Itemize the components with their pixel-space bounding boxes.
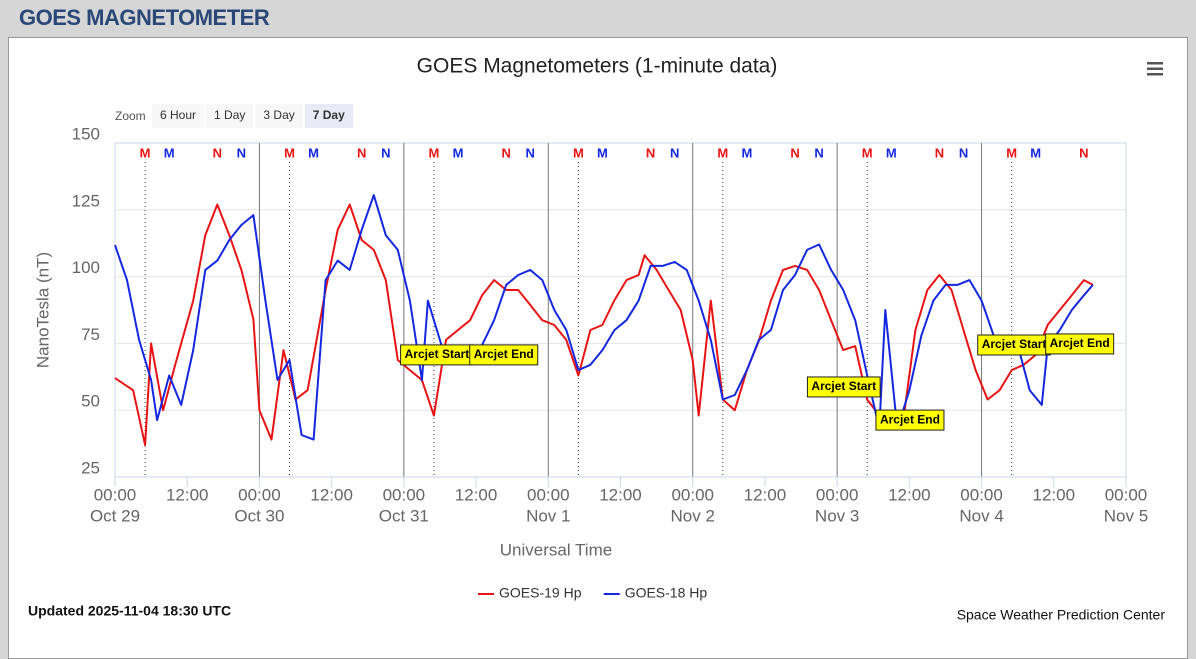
marker-label: M: [284, 145, 295, 160]
x-tick-label: 00:00: [816, 485, 859, 504]
marker-label: N: [381, 145, 390, 160]
marker-label: N: [959, 145, 968, 160]
marker-label: M: [164, 145, 175, 160]
zoom-button-bg[interactable]: [255, 104, 303, 128]
x-tick-date: Oct 30: [234, 506, 284, 525]
x-tick-date: Oct 31: [379, 506, 429, 525]
marker-label: N: [357, 145, 366, 160]
legend-label: GOES-18 Hp: [625, 585, 708, 601]
x-tick-date: Nov 4: [959, 506, 1003, 525]
x-tick-label: 12:00: [744, 485, 787, 504]
zoom-button-label: 1 Day: [214, 108, 245, 122]
marker-label: M: [1006, 145, 1017, 160]
annotation-box: [469, 344, 539, 366]
zoom-button-bg[interactable]: [206, 104, 254, 128]
marker-label: N: [526, 145, 535, 160]
chart-title: GOES Magnetometers (1-minute data): [417, 55, 778, 78]
x-tick-date: Nov 2: [671, 506, 715, 525]
x-tick-label: 00:00: [1105, 485, 1148, 504]
x-tick-label: 00:00: [671, 485, 714, 504]
marker-label: M: [1030, 145, 1041, 160]
x-tick-label: 12:00: [599, 485, 642, 504]
zoom-button[interactable]: 6 Hour: [152, 104, 205, 128]
annotation-text: Arcjet Start: [982, 337, 1047, 351]
marker-label: M: [308, 145, 319, 160]
annotation-box: [806, 376, 881, 398]
y-tick-label: 25: [81, 458, 100, 477]
marker-label: M: [597, 145, 608, 160]
marker-label: N: [646, 145, 655, 160]
y-tick-label: 50: [81, 392, 100, 411]
y-tick-label: 150: [72, 124, 100, 143]
annotation-box: [875, 409, 945, 431]
zoom-button[interactable]: 7 Day: [304, 104, 354, 128]
zoom-button-bg[interactable]: [304, 104, 354, 128]
x-tick-label: 00:00: [960, 485, 1003, 504]
x-tick-label: 00:00: [94, 485, 137, 504]
marker-label: M: [140, 145, 151, 160]
menu-bar: [1147, 73, 1163, 76]
x-tick-date: Oct 29: [90, 506, 140, 525]
menu-button[interactable]: [1144, 58, 1166, 80]
marker-label: M: [717, 145, 728, 160]
y-tick-label: 75: [81, 325, 100, 344]
x-axis-title: Universal Time: [500, 540, 612, 559]
x-tick-label: 12:00: [455, 485, 498, 504]
x-tick-label: 00:00: [383, 485, 426, 504]
zoom-label: Zoom: [115, 109, 146, 123]
page-header: GOES MAGNETOMETER: [19, 5, 270, 30]
marker-label: N: [790, 145, 799, 160]
marker-label: N: [237, 145, 246, 160]
legend-label: GOES-19 Hp: [499, 585, 582, 601]
marker-label: N: [501, 145, 510, 160]
y-axis-title: NanoTesla (nT): [33, 252, 52, 368]
marker-label: N: [1079, 145, 1088, 160]
x-tick-label: 12:00: [166, 485, 209, 504]
annotation-text: Arcjet Start: [811, 379, 876, 393]
zoom-button[interactable]: 1 Day: [206, 104, 254, 128]
zoom-button[interactable]: 3 Day: [255, 104, 303, 128]
y-tick-label: 125: [72, 191, 100, 210]
annotation-text: Arcjet End: [880, 412, 940, 426]
zoom-button-label: 3 Day: [263, 108, 294, 122]
credit-text: Space Weather Prediction Center: [957, 607, 1166, 623]
marker-label: M: [573, 145, 584, 160]
series-line: [114, 194, 1094, 441]
marker-label: M: [862, 145, 873, 160]
annotation-text: Arcjet Start: [405, 347, 470, 361]
annotation-box: [1045, 333, 1115, 355]
annotation-text: Arcjet End: [474, 347, 534, 361]
menu-bar: [1147, 62, 1163, 65]
x-tick-label: 12:00: [310, 485, 353, 504]
marker-label: M: [429, 145, 440, 160]
updated-text: Updated 2025-11-04 18:30 UTC: [28, 603, 231, 619]
marker-label: N: [213, 145, 222, 160]
zoom-button-bg[interactable]: [152, 104, 205, 128]
x-tick-label: 12:00: [1033, 485, 1076, 504]
x-tick-date: Nov 3: [815, 506, 859, 525]
marker-label: M: [886, 145, 897, 160]
x-tick-date: Nov 1: [526, 506, 570, 525]
zoom-button-label: 7 Day: [313, 108, 345, 122]
annotation-text: Arcjet End: [1050, 336, 1110, 350]
series-line: [114, 203, 1094, 446]
x-tick-label: 12:00: [888, 485, 931, 504]
marker-label: N: [935, 145, 944, 160]
marker-label: N: [814, 145, 823, 160]
x-tick-label: 00:00: [238, 485, 281, 504]
marker-label: N: [670, 145, 679, 160]
x-tick-label: 00:00: [527, 485, 570, 504]
menu-bar: [1147, 67, 1163, 70]
x-tick-date: Nov 5: [1104, 506, 1148, 525]
zoom-button-label: 6 Hour: [160, 108, 196, 122]
marker-label: M: [453, 145, 464, 160]
marker-label: M: [741, 145, 752, 160]
y-tick-label: 100: [72, 258, 100, 277]
